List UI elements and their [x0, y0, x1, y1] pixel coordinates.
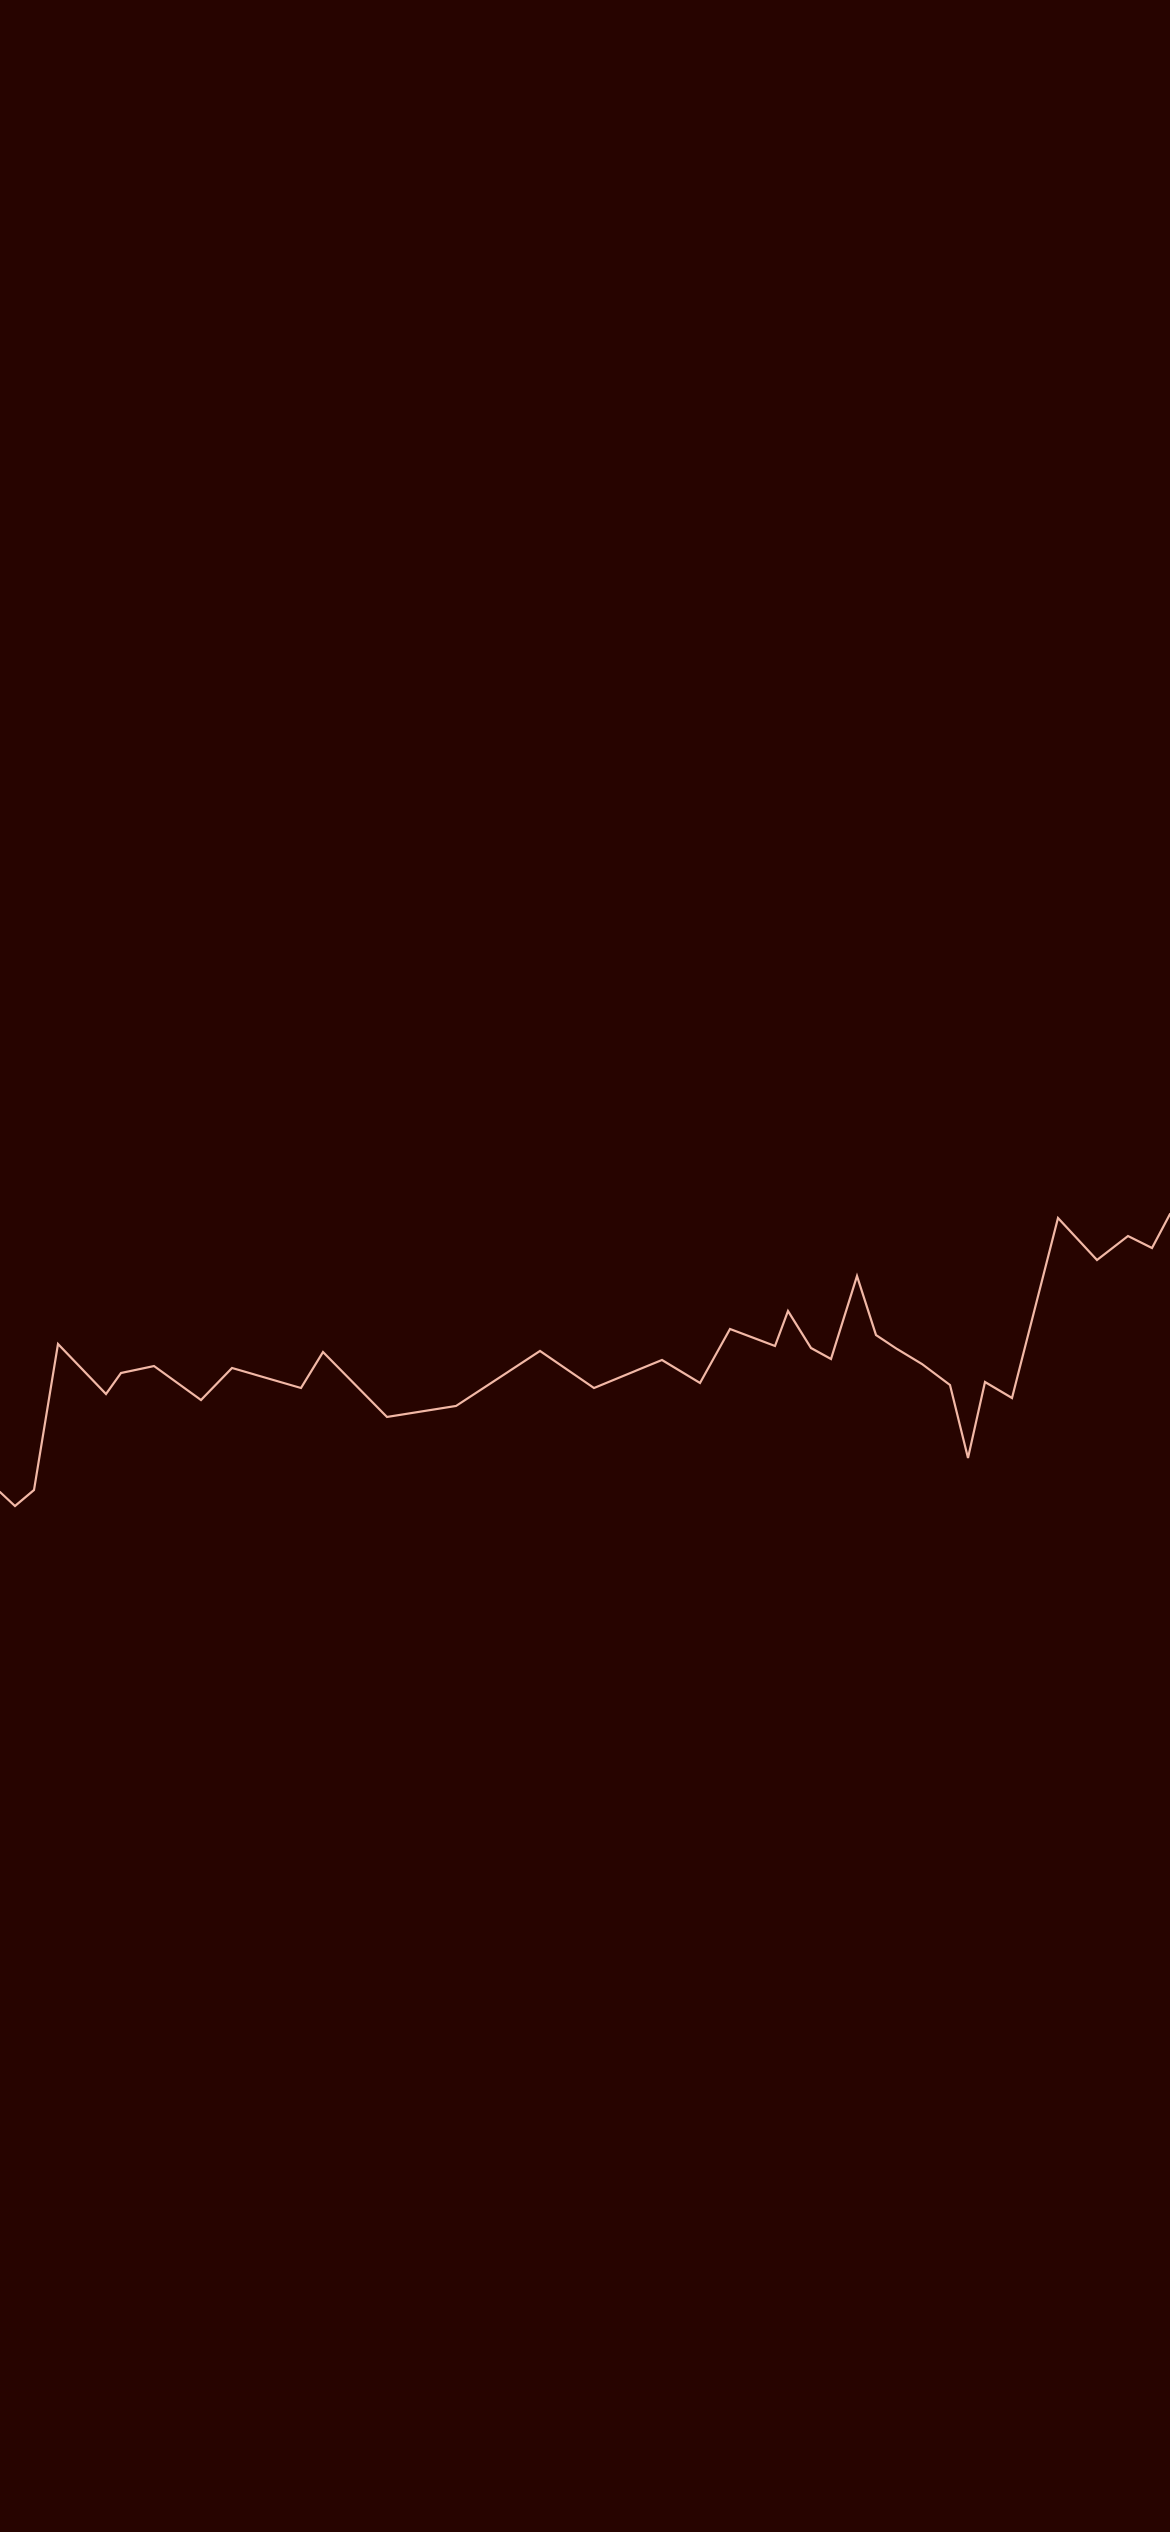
series-line-1 — [0, 1212, 1170, 1508]
chart-marks — [0, 1212, 1170, 1508]
